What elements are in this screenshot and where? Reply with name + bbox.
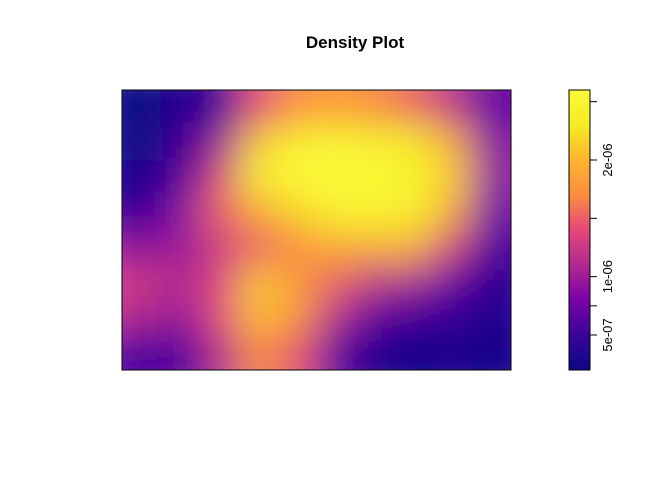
heatmap-cell [122, 300, 162, 336]
heatmap-cell [199, 160, 240, 196]
chart-title: Density Plot [306, 33, 405, 52]
heatmap-cell [160, 300, 201, 336]
heatmap-cell [199, 265, 240, 301]
heatmap-cell [238, 160, 279, 196]
heatmap-cell [160, 230, 201, 266]
heatmap-cell [122, 125, 162, 161]
heatmap-cell [277, 195, 317, 231]
heatmap-cell [433, 230, 473, 266]
heatmap-cell [238, 195, 279, 231]
heatmap-cell [160, 335, 201, 370]
heatmap-cell [238, 230, 279, 266]
heatmap-cell [472, 125, 511, 161]
heatmap-smoothing-layer [122, 90, 511, 370]
heatmap-cell [472, 335, 511, 370]
colorbar-tick-label: 1e-06 [600, 260, 615, 293]
heatmap-cell [394, 335, 434, 370]
heatmap-cell [316, 160, 356, 196]
heatmap-cell [277, 300, 317, 336]
heatmap-cell [277, 90, 317, 126]
heatmap-cell [472, 265, 511, 301]
colorbar-ticks: 5e-07 1e-06 2e-06 [590, 101, 615, 352]
heatmap-cell [316, 90, 356, 126]
heatmap-cell [238, 265, 279, 301]
heatmap-cell [122, 160, 162, 196]
heatmap-cell [472, 230, 511, 266]
heatmap-cell [199, 230, 240, 266]
heatmap-cell [472, 195, 511, 231]
heatmap-cell [277, 265, 317, 301]
heatmap-cell [199, 125, 240, 161]
heatmap-cell [355, 265, 395, 301]
heatmap-plot-area [121, 89, 512, 371]
heatmap-cell [433, 300, 473, 336]
heatmap-cell [394, 230, 434, 266]
heatmap-cells [122, 90, 511, 370]
heatmap-cell [316, 335, 356, 370]
heatmap-cell [394, 300, 434, 336]
heatmap-cell [160, 265, 201, 301]
heatmap-cell [277, 160, 317, 196]
heatmap-cell [394, 265, 434, 301]
colorbar-gradient [568, 89, 591, 371]
heatmap-cell [122, 265, 162, 301]
colorbar-tick-label: 2e-06 [600, 143, 615, 176]
colorbar-legend: 5e-07 1e-06 2e-06 [568, 89, 615, 371]
heatmap-cell [199, 195, 240, 231]
heatmap-cell [316, 300, 356, 336]
heatmap-cell [277, 230, 317, 266]
heatmap-cell [199, 300, 240, 336]
heatmap-cell [160, 160, 201, 196]
heatmap-cell [355, 125, 395, 161]
heatmap-cell [472, 90, 511, 126]
heatmap-cell [355, 335, 395, 370]
heatmap-cell [394, 90, 434, 126]
heatmap-cell [199, 90, 240, 126]
heatmap-cell [316, 125, 356, 161]
heatmap-cell [433, 125, 473, 161]
heatmap-cell [394, 160, 434, 196]
heatmap-cell [122, 230, 162, 266]
heatmap-cell [238, 300, 279, 336]
heatmap-cell [394, 125, 434, 161]
heatmap-cell [160, 195, 201, 231]
heatmap-cell [316, 230, 356, 266]
heatmap-cell [316, 265, 356, 301]
heatmap-cell [433, 160, 473, 196]
heatmap-cell [433, 195, 473, 231]
heatmap-cell [355, 300, 395, 336]
heatmap-cell [122, 195, 162, 231]
heatmap-cell [122, 335, 162, 370]
plot-border [121, 89, 512, 371]
heatmap-cell [277, 335, 317, 370]
colorbar-tick-label: 5e-07 [600, 318, 615, 351]
heatmap-cell [394, 195, 434, 231]
heatmap-cell [238, 90, 279, 126]
heatmap-cell [433, 265, 473, 301]
heatmap-cell [316, 195, 356, 231]
heatmap-cell [160, 125, 201, 161]
heatmap-cell [160, 90, 201, 126]
heatmap-cell [472, 160, 511, 196]
heatmap-cell [122, 90, 162, 126]
heatmap-cell [238, 125, 279, 161]
heatmap-cell [355, 195, 395, 231]
heatmap-cell [355, 230, 395, 266]
heatmap-cell [277, 125, 317, 161]
heatmap-cell [355, 90, 395, 126]
heatmap-cell [355, 160, 395, 196]
heatmap-cell [472, 300, 511, 336]
heatmap-cell [433, 90, 473, 126]
heatmap-cell [199, 335, 240, 370]
heatmap-cell [433, 335, 473, 370]
heatmap-cell [238, 335, 279, 370]
